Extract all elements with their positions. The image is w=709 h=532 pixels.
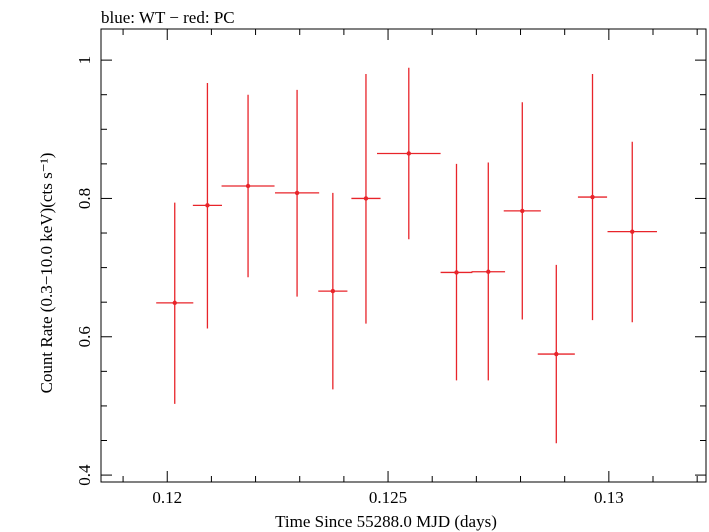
plot-frame xyxy=(100,28,707,483)
y-tick-label: 0.8 xyxy=(75,188,94,209)
data-point xyxy=(537,264,575,444)
y-tick-label: 0.4 xyxy=(75,464,94,486)
data-point xyxy=(274,89,320,297)
data-marker xyxy=(245,183,251,189)
data-marker xyxy=(554,351,559,357)
data-point xyxy=(351,73,381,324)
data-point xyxy=(440,163,473,381)
x-tick-label: 0.12 xyxy=(152,488,182,507)
data-point xyxy=(607,141,657,323)
data-point xyxy=(221,94,275,278)
data-series xyxy=(156,67,657,444)
data-point xyxy=(156,202,194,404)
x-tick-label: 0.125 xyxy=(369,488,407,507)
data-marker xyxy=(330,288,336,294)
data-point xyxy=(318,192,348,390)
chart-title: blue: WT − red: PC xyxy=(101,8,235,27)
data-point xyxy=(377,67,441,240)
data-point xyxy=(192,82,222,329)
data-marker xyxy=(520,208,525,214)
x-tick-label: 0.13 xyxy=(594,488,624,507)
data-marker xyxy=(454,270,459,275)
data-marker xyxy=(294,190,300,196)
data-marker xyxy=(205,203,210,208)
y-tick-label: 0.6 xyxy=(75,326,94,347)
data-marker xyxy=(630,229,635,234)
data-marker xyxy=(590,194,595,200)
data-point xyxy=(577,73,608,321)
data-point xyxy=(471,162,506,381)
x-axis-ticks: 0.12 0.125 0.13 xyxy=(122,29,698,507)
x-axis-label: Time Since 55288.0 MJD (days) xyxy=(275,512,497,531)
data-marker xyxy=(363,196,369,201)
data-marker xyxy=(486,269,491,274)
y-axis-label: Count Rate (0.3−10.0 keV)(cts s⁻¹) xyxy=(37,153,56,394)
data-marker xyxy=(172,300,177,306)
data-marker xyxy=(406,151,411,156)
y-tick-label: 1 xyxy=(75,56,94,65)
y-axis-ticks: 0.4 0.6 0.8 1 xyxy=(75,56,706,486)
data-point xyxy=(503,102,541,320)
